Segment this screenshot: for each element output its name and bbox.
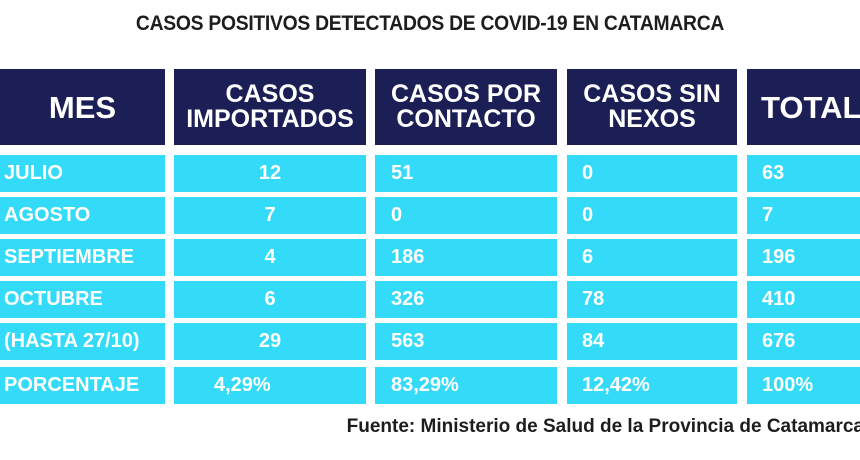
table-cell-mes: PORCENTAJE <box>0 367 165 404</box>
header-casos-por-contacto: CASOS POR CONTACTO <box>375 69 557 145</box>
table-cell-total: 676 <box>747 323 860 360</box>
table-cell-contacto: 326 <box>375 281 557 318</box>
table-cell-sin-nexos: 78 <box>567 281 737 318</box>
header-label: CASOS POR <box>390 80 542 108</box>
table-cell-mes: SEPTIEMBRE <box>0 239 165 276</box>
table-cell-mes: (HASTA 27/10) <box>0 323 165 360</box>
header-total: TOTAL <box>747 69 860 145</box>
header-casos-sin-nexos: CASOS SIN NEXOS <box>567 69 737 145</box>
table-cell-mes: JULIO <box>0 155 165 192</box>
table-cell-importados: 29 <box>174 323 366 360</box>
table-cell-contacto: 51 <box>375 155 557 192</box>
table-cell-importados: 4,29% <box>174 367 366 404</box>
table-cell-total: 7 <box>747 197 860 234</box>
table-cell-sin-nexos: 12,42% <box>567 367 737 404</box>
header-label: NEXOS <box>608 105 696 133</box>
header-label: CONTACTO <box>396 105 536 133</box>
header-label: IMPORTADOS <box>186 105 354 133</box>
table-cell-mes: OCTUBRE <box>0 281 165 318</box>
header-mes: MES <box>0 69 165 145</box>
header-label: CASOS SIN <box>583 80 721 108</box>
table-cell-contacto: 186 <box>375 239 557 276</box>
table-cell-contacto: 563 <box>375 323 557 360</box>
table-cell-contacto: 0 <box>375 197 557 234</box>
table-cell-importados: 7 <box>174 197 366 234</box>
header-casos-importados: CASOS IMPORTADOS <box>174 69 366 145</box>
table-cell-importados: 6 <box>174 281 366 318</box>
table-cell-total: 410 <box>747 281 860 318</box>
table-cell-mes: AGOSTO <box>0 197 165 234</box>
header-label: CASOS <box>225 80 315 108</box>
table-cell-total: 63 <box>747 155 860 192</box>
header-label: MES <box>48 89 117 125</box>
header-label: TOTAL <box>761 89 860 125</box>
table-cell-total: 196 <box>747 239 860 276</box>
table-cell-total: 100% <box>747 367 860 404</box>
table-cell-sin-nexos: 6 <box>567 239 737 276</box>
chart-title: CASOS POSITIVOS DETECTADOS DE COVID-19 E… <box>135 12 725 35</box>
table-cell-sin-nexos: 0 <box>567 155 737 192</box>
table-cell-sin-nexos: 84 <box>567 323 737 360</box>
table-cell-contacto: 83,29% <box>375 367 557 404</box>
source-note: Fuente: Ministerio de Salud de la Provin… <box>346 416 860 437</box>
table-cell-importados: 12 <box>174 155 366 192</box>
table-cell-importados: 4 <box>174 239 366 276</box>
table-cell-sin-nexos: 0 <box>567 197 737 234</box>
